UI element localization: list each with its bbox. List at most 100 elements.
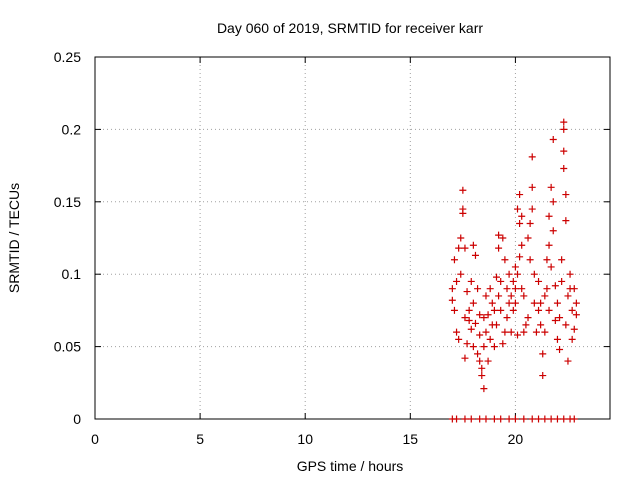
data-point — [482, 328, 490, 336]
data-point — [461, 354, 469, 362]
x-tick-label: 15 — [403, 431, 419, 447]
data-point — [499, 234, 507, 242]
data-point — [476, 357, 484, 365]
data-point — [568, 306, 576, 314]
data-point — [476, 331, 484, 339]
data-point — [541, 415, 549, 423]
y-tick-label: 0.1 — [62, 266, 82, 282]
data-point — [564, 357, 572, 365]
data-point — [497, 277, 505, 285]
data-point — [518, 241, 526, 249]
data-point — [545, 212, 553, 220]
data-point — [450, 256, 458, 264]
data-point — [465, 306, 473, 314]
data-point — [503, 314, 511, 322]
y-tick-label: 0.05 — [54, 339, 81, 355]
data-point — [509, 306, 517, 314]
data-point — [553, 415, 561, 423]
data-point — [471, 319, 479, 327]
data-point — [490, 343, 498, 351]
data-point — [463, 288, 471, 296]
data-point — [560, 164, 568, 172]
data-point — [562, 191, 570, 199]
data-point — [549, 136, 557, 144]
data-point — [520, 328, 528, 336]
data-points — [448, 118, 580, 423]
grid-lines — [95, 57, 610, 419]
data-point — [497, 415, 505, 423]
data-point — [549, 198, 557, 206]
data-point — [461, 415, 469, 423]
data-point — [556, 314, 564, 322]
data-point — [453, 277, 461, 285]
y-tick-label: 0 — [73, 411, 81, 427]
data-point — [459, 186, 467, 194]
data-point — [474, 285, 482, 293]
data-point — [467, 325, 475, 333]
data-point — [535, 415, 543, 423]
y-tick-label: 0.25 — [54, 49, 81, 65]
data-point — [526, 256, 534, 264]
data-point — [535, 306, 543, 314]
data-point — [482, 415, 490, 423]
data-point — [528, 415, 536, 423]
data-point — [528, 183, 536, 191]
y-axis-label: SRMTID / TECUs — [6, 183, 22, 293]
data-point — [543, 256, 551, 264]
data-point — [455, 335, 463, 343]
data-point — [558, 256, 566, 264]
data-point — [471, 251, 479, 259]
data-point — [514, 270, 522, 278]
data-point — [530, 299, 538, 307]
plot-frame — [94, 56, 611, 420]
data-point — [461, 314, 469, 322]
x-tick-label: 10 — [297, 431, 313, 447]
data-point — [572, 299, 580, 307]
chart-title: Day 060 of 2019, SRMTID for receiver kar… — [217, 20, 483, 36]
data-point — [541, 292, 549, 300]
data-point — [476, 415, 484, 423]
data-point — [562, 217, 570, 225]
data-point — [553, 299, 561, 307]
data-point — [564, 292, 572, 300]
data-point — [448, 285, 456, 293]
data-point — [560, 125, 568, 133]
data-point — [457, 270, 465, 278]
data-point — [516, 253, 524, 261]
data-point — [516, 191, 524, 199]
data-point — [547, 263, 555, 271]
data-point — [560, 415, 568, 423]
data-point — [488, 299, 496, 307]
data-point — [467, 415, 475, 423]
x-tick-label: 0 — [91, 431, 99, 447]
y-tick-label: 0.2 — [62, 121, 82, 137]
data-point — [484, 357, 492, 365]
y-tick-label: 0.15 — [54, 194, 81, 210]
data-point — [560, 118, 568, 126]
data-point — [455, 244, 463, 252]
data-point — [511, 285, 519, 293]
data-point — [448, 296, 456, 304]
data-point — [551, 317, 559, 325]
data-point — [520, 415, 528, 423]
data-point — [453, 415, 461, 423]
data-point — [501, 256, 509, 264]
data-point — [537, 299, 545, 307]
data-point — [570, 415, 578, 423]
data-point — [507, 292, 515, 300]
data-point — [518, 285, 526, 293]
data-point — [562, 321, 570, 329]
data-point — [528, 205, 536, 213]
data-point — [457, 234, 465, 242]
data-point — [463, 340, 471, 348]
data-point — [514, 205, 522, 213]
data-point — [545, 306, 553, 314]
data-point — [495, 244, 503, 252]
data-point — [532, 328, 540, 336]
data-point — [514, 331, 522, 339]
data-point — [511, 263, 519, 271]
data-point — [547, 415, 555, 423]
data-point — [480, 385, 488, 393]
data-point — [469, 343, 477, 351]
data-point — [549, 227, 557, 235]
